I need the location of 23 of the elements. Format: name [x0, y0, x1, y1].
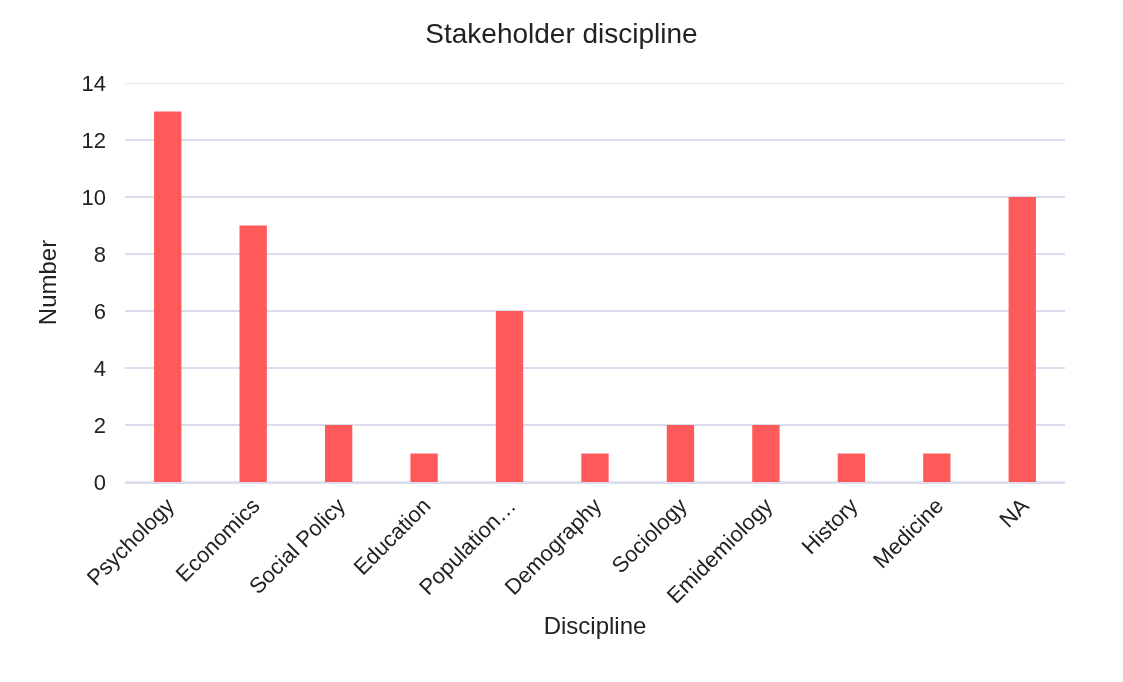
bar: [666, 425, 695, 482]
bar: [324, 425, 353, 482]
y-tick-label: 8: [93, 241, 106, 267]
x-axis-title: Discipline: [543, 612, 647, 640]
bar: [410, 453, 438, 482]
y-tick-label: 10: [81, 184, 106, 210]
y-tick-label: 4: [93, 355, 106, 381]
bar: [581, 453, 609, 482]
x-tick-label: NA: [994, 492, 1034, 533]
bar: [923, 453, 951, 482]
bar: [239, 225, 267, 482]
bar: [495, 311, 524, 482]
y-tick-label: 14: [81, 70, 106, 96]
y-axis-title: Number: [33, 239, 61, 326]
y-tick-label: 0: [93, 469, 106, 495]
bar: [752, 425, 780, 482]
y-tick-label: 2: [93, 412, 106, 438]
bar: [154, 111, 182, 482]
y-tick-label: 12: [81, 127, 106, 153]
bar: [837, 453, 866, 482]
y-tick-label: 6: [93, 298, 106, 324]
chart-title: Stakeholder discipline: [425, 18, 698, 50]
bar: [1008, 197, 1036, 482]
